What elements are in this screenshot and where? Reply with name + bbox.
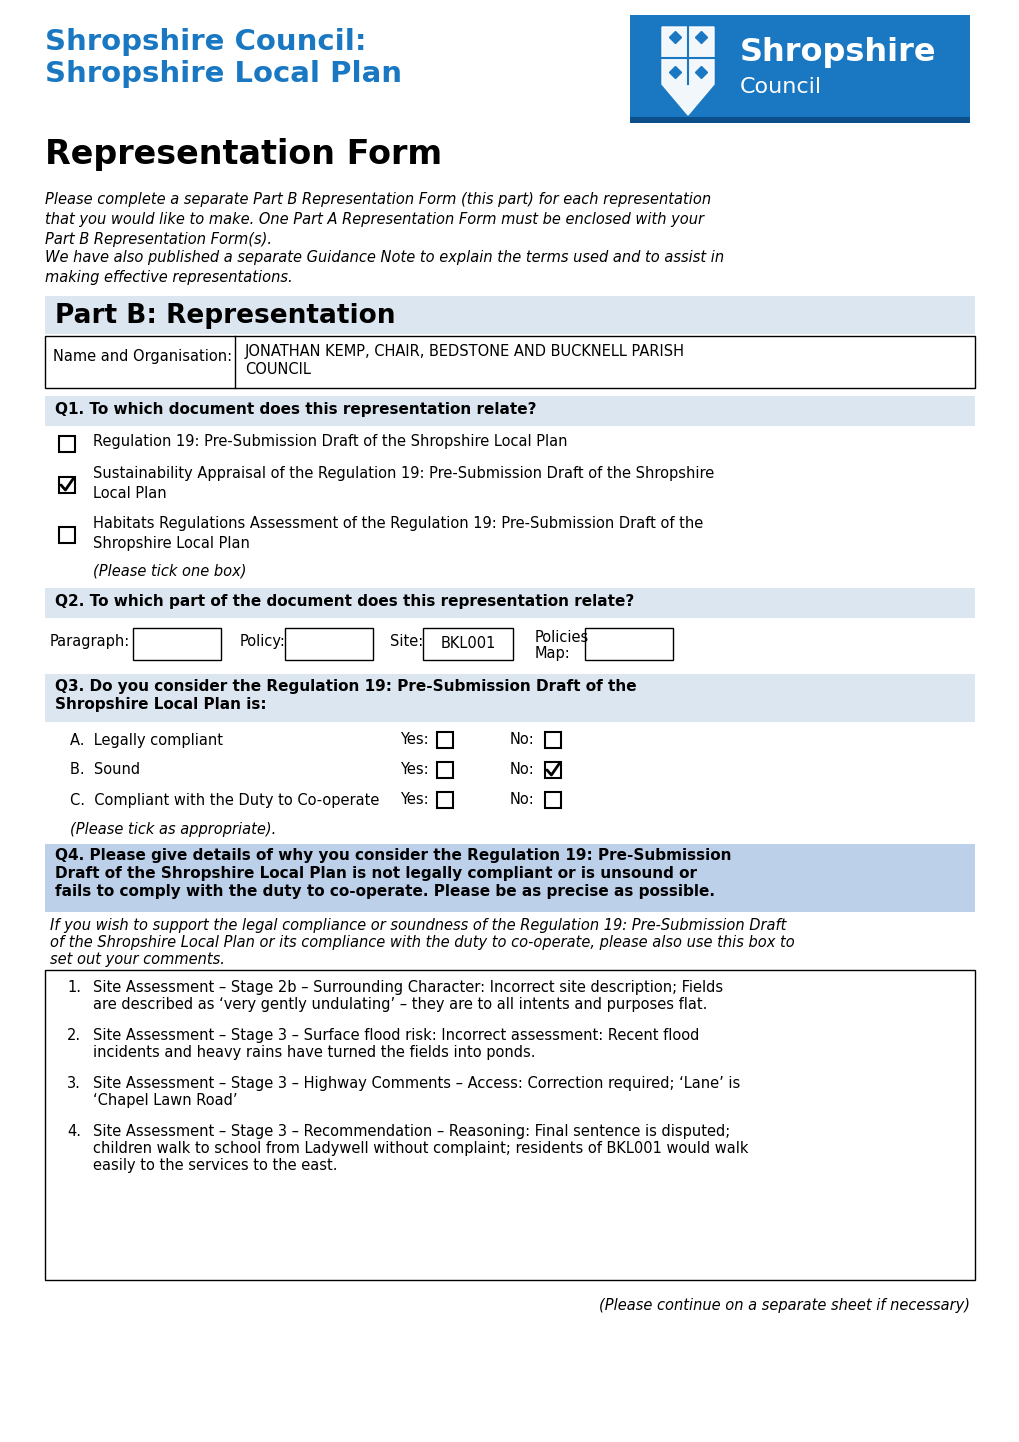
Text: (Please tick as appropriate).: (Please tick as appropriate).: [70, 822, 276, 836]
Text: Draft of the Shropshire Local Plan is not legally compliant or is unsound or: Draft of the Shropshire Local Plan is no…: [55, 867, 696, 881]
Bar: [132, 629, 221, 660]
Text: We have also published a separate Guidance Note to explain the terms used and to: We have also published a separate Guidan…: [45, 249, 723, 286]
Text: Site Assessment – Stage 3 – Highway Comments – Access: Correction required; ‘Lan: Site Assessment – Stage 3 – Highway Comm…: [93, 1076, 740, 1092]
Text: No:: No:: [510, 763, 534, 777]
Text: Council: Council: [739, 76, 821, 97]
Text: Sustainability Appraisal of the Regulation 19: Pre-Submission Draft of the Shrop: Sustainability Appraisal of the Regulati…: [93, 466, 713, 500]
Text: Part B: Representation: Part B: Representation: [55, 303, 395, 329]
Bar: [630, 117, 969, 123]
Polygon shape: [661, 27, 713, 115]
Bar: [585, 629, 673, 660]
Text: incidents and heavy rains have turned the fields into ponds.: incidents and heavy rains have turned th…: [93, 1045, 535, 1060]
Text: Yes:: Yes:: [399, 763, 428, 777]
Bar: [45, 296, 974, 335]
Text: Paragraph:: Paragraph:: [50, 634, 130, 649]
Bar: [630, 14, 969, 123]
Text: Site Assessment – Stage 3 – Surface flood risk: Incorrect assessment: Recent flo: Site Assessment – Stage 3 – Surface floo…: [93, 1028, 699, 1043]
Text: Map:: Map:: [535, 646, 571, 660]
Text: Shropshire Local Plan: Shropshire Local Plan: [45, 61, 401, 88]
Text: Representation Form: Representation Form: [45, 138, 441, 172]
Bar: [45, 970, 974, 1280]
Bar: [544, 733, 560, 748]
Bar: [59, 526, 75, 544]
Text: B.  Sound: B. Sound: [70, 763, 140, 777]
Bar: [436, 761, 452, 779]
Text: (Please tick one box): (Please tick one box): [93, 564, 247, 580]
Text: Q3. Do you consider the Regulation 19: Pre-Submission Draft of the: Q3. Do you consider the Regulation 19: P…: [55, 679, 636, 694]
Bar: [45, 336, 974, 388]
Bar: [436, 733, 452, 748]
Text: If you wish to support the legal compliance or soundness of the Regulation 19: P: If you wish to support the legal complia…: [50, 919, 786, 933]
Bar: [544, 792, 560, 808]
Bar: [45, 673, 974, 722]
Text: 2.: 2.: [67, 1028, 82, 1043]
Text: Yes:: Yes:: [399, 733, 428, 747]
Text: C.  Compliant with the Duty to Co-operate: C. Compliant with the Duty to Co-operate: [70, 793, 379, 808]
Text: Policy:: Policy:: [239, 634, 285, 649]
Bar: [45, 397, 974, 425]
Text: easily to the services to the east.: easily to the services to the east.: [93, 1158, 337, 1172]
Text: Site:: Site:: [389, 634, 423, 649]
Text: children walk to school from Ladywell without complaint; residents of BKL001 wou: children walk to school from Ladywell wi…: [93, 1141, 748, 1156]
Text: Yes:: Yes:: [399, 793, 428, 808]
Text: fails to comply with the duty to co-operate. Please be as precise as possible.: fails to comply with the duty to co-oper…: [55, 884, 714, 898]
Text: 1.: 1.: [67, 981, 81, 995]
Text: Habitats Regulations Assessment of the Regulation 19: Pre-Submission Draft of th: Habitats Regulations Assessment of the R…: [93, 516, 702, 551]
Text: 4.: 4.: [67, 1123, 81, 1139]
Text: Site Assessment – Stage 3 – Recommendation – Reasoning: Final sentence is disput: Site Assessment – Stage 3 – Recommendati…: [93, 1123, 730, 1139]
Text: Shropshire: Shropshire: [739, 37, 935, 69]
Text: Policies: Policies: [535, 630, 589, 645]
Text: No:: No:: [510, 793, 534, 808]
Text: Shropshire Local Plan is:: Shropshire Local Plan is:: [55, 696, 266, 712]
Bar: [423, 629, 513, 660]
Bar: [45, 844, 974, 911]
Text: COUNCIL: COUNCIL: [245, 362, 311, 376]
Bar: [284, 629, 373, 660]
Text: BKL001: BKL001: [440, 636, 495, 650]
Text: 3.: 3.: [67, 1076, 81, 1092]
Bar: [59, 435, 75, 451]
Bar: [45, 588, 974, 619]
Text: No:: No:: [510, 733, 534, 747]
Text: Regulation 19: Pre-Submission Draft of the Shropshire Local Plan: Regulation 19: Pre-Submission Draft of t…: [93, 434, 567, 448]
Text: (Please continue on a separate sheet if necessary): (Please continue on a separate sheet if …: [598, 1298, 969, 1314]
Text: JONATHAN KEMP, CHAIR, BEDSTONE AND BUCKNELL PARISH: JONATHAN KEMP, CHAIR, BEDSTONE AND BUCKN…: [245, 345, 685, 359]
Text: ‘Chapel Lawn Road’: ‘Chapel Lawn Road’: [93, 1093, 237, 1107]
Text: Q2. To which part of the document does this representation relate?: Q2. To which part of the document does t…: [55, 594, 634, 609]
Text: Name and Organisation:: Name and Organisation:: [53, 349, 232, 363]
Text: Q1. To which document does this representation relate?: Q1. To which document does this represen…: [55, 402, 536, 417]
Bar: [59, 477, 75, 493]
Text: Q4. Please give details of why you consider the Regulation 19: Pre-Submission: Q4. Please give details of why you consi…: [55, 848, 731, 862]
Bar: [436, 792, 452, 808]
Bar: [544, 761, 560, 779]
Text: set out your comments.: set out your comments.: [50, 952, 224, 968]
Text: Site Assessment – Stage 2b – Surrounding Character: Incorrect site description; : Site Assessment – Stage 2b – Surrounding…: [93, 981, 722, 995]
Text: A.  Legally compliant: A. Legally compliant: [70, 733, 223, 747]
Text: Shropshire Council:: Shropshire Council:: [45, 27, 366, 56]
Text: Please complete a separate Part B Representation Form (this part) for each repre: Please complete a separate Part B Repres…: [45, 192, 710, 247]
Text: are described as ‘very gently undulating’ – they are to all intents and purposes: are described as ‘very gently undulating…: [93, 996, 707, 1012]
Text: of the Shropshire Local Plan or its compliance with the duty to co-operate, plea: of the Shropshire Local Plan or its comp…: [50, 934, 794, 950]
